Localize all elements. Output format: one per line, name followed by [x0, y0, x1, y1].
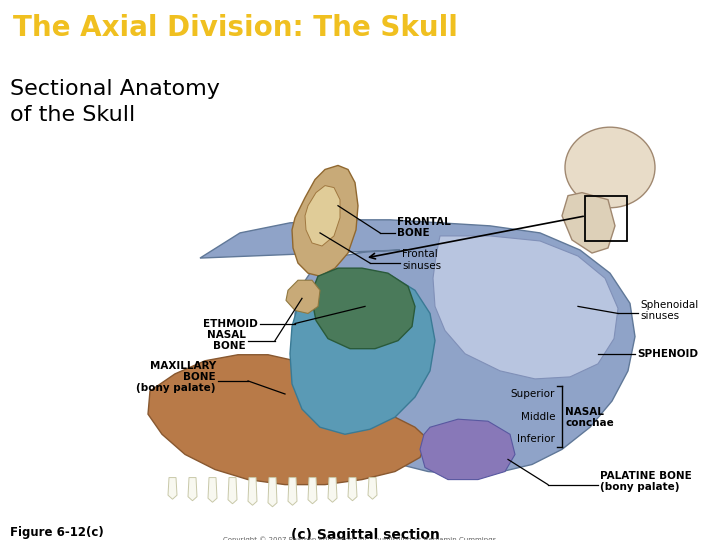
Polygon shape [562, 193, 615, 253]
Text: of the Skull: of the Skull [10, 105, 135, 125]
Text: Inferior: Inferior [517, 434, 555, 444]
Polygon shape [292, 165, 358, 276]
Polygon shape [248, 477, 257, 505]
Polygon shape [308, 477, 317, 504]
Text: FRONTAL
BONE: FRONTAL BONE [397, 217, 451, 239]
Text: MAXILLARY
BONE
(bony palate): MAXILLARY BONE (bony palate) [137, 361, 216, 393]
Text: (c) Sagittal section: (c) Sagittal section [291, 528, 439, 540]
Bar [585, 195, 627, 241]
Polygon shape [328, 477, 337, 502]
Polygon shape [228, 477, 237, 504]
Polygon shape [290, 273, 435, 434]
Polygon shape [420, 419, 515, 480]
Polygon shape [148, 355, 428, 484]
Polygon shape [368, 477, 377, 499]
Text: ETHMOID: ETHMOID [203, 319, 258, 328]
Text: Superior: Superior [510, 389, 555, 399]
Text: Middle: Middle [521, 412, 555, 422]
Text: Frontal
sinuses: Frontal sinuses [402, 249, 441, 271]
Text: Sectional Anatomy: Sectional Anatomy [10, 79, 220, 99]
Text: NASAL
conchae: NASAL conchae [565, 407, 613, 428]
Text: NASAL
BONE: NASAL BONE [207, 330, 246, 351]
Text: Copyright © 2007 Pearson Education, Inc., publishing as Benjamin Cummings: Copyright © 2007 Pearson Education, Inc.… [223, 536, 497, 540]
Polygon shape [286, 280, 320, 313]
Text: SPHENOID: SPHENOID [637, 349, 698, 359]
Text: The Axial Division: The Skull: The Axial Division: The Skull [13, 15, 458, 42]
Polygon shape [288, 477, 297, 505]
Polygon shape [433, 236, 618, 379]
Polygon shape [188, 477, 197, 501]
Polygon shape [348, 477, 357, 501]
Text: PALATINE BONE
(bony palate): PALATINE BONE (bony palate) [600, 471, 692, 492]
Polygon shape [268, 477, 277, 507]
Ellipse shape [565, 127, 655, 208]
Polygon shape [200, 220, 635, 475]
Polygon shape [208, 477, 217, 502]
Polygon shape [168, 477, 177, 499]
Polygon shape [312, 268, 415, 349]
Text: Figure 6-12(c): Figure 6-12(c) [10, 526, 104, 539]
Polygon shape [305, 186, 340, 246]
Text: Sphenoidal
sinuses: Sphenoidal sinuses [640, 300, 698, 321]
